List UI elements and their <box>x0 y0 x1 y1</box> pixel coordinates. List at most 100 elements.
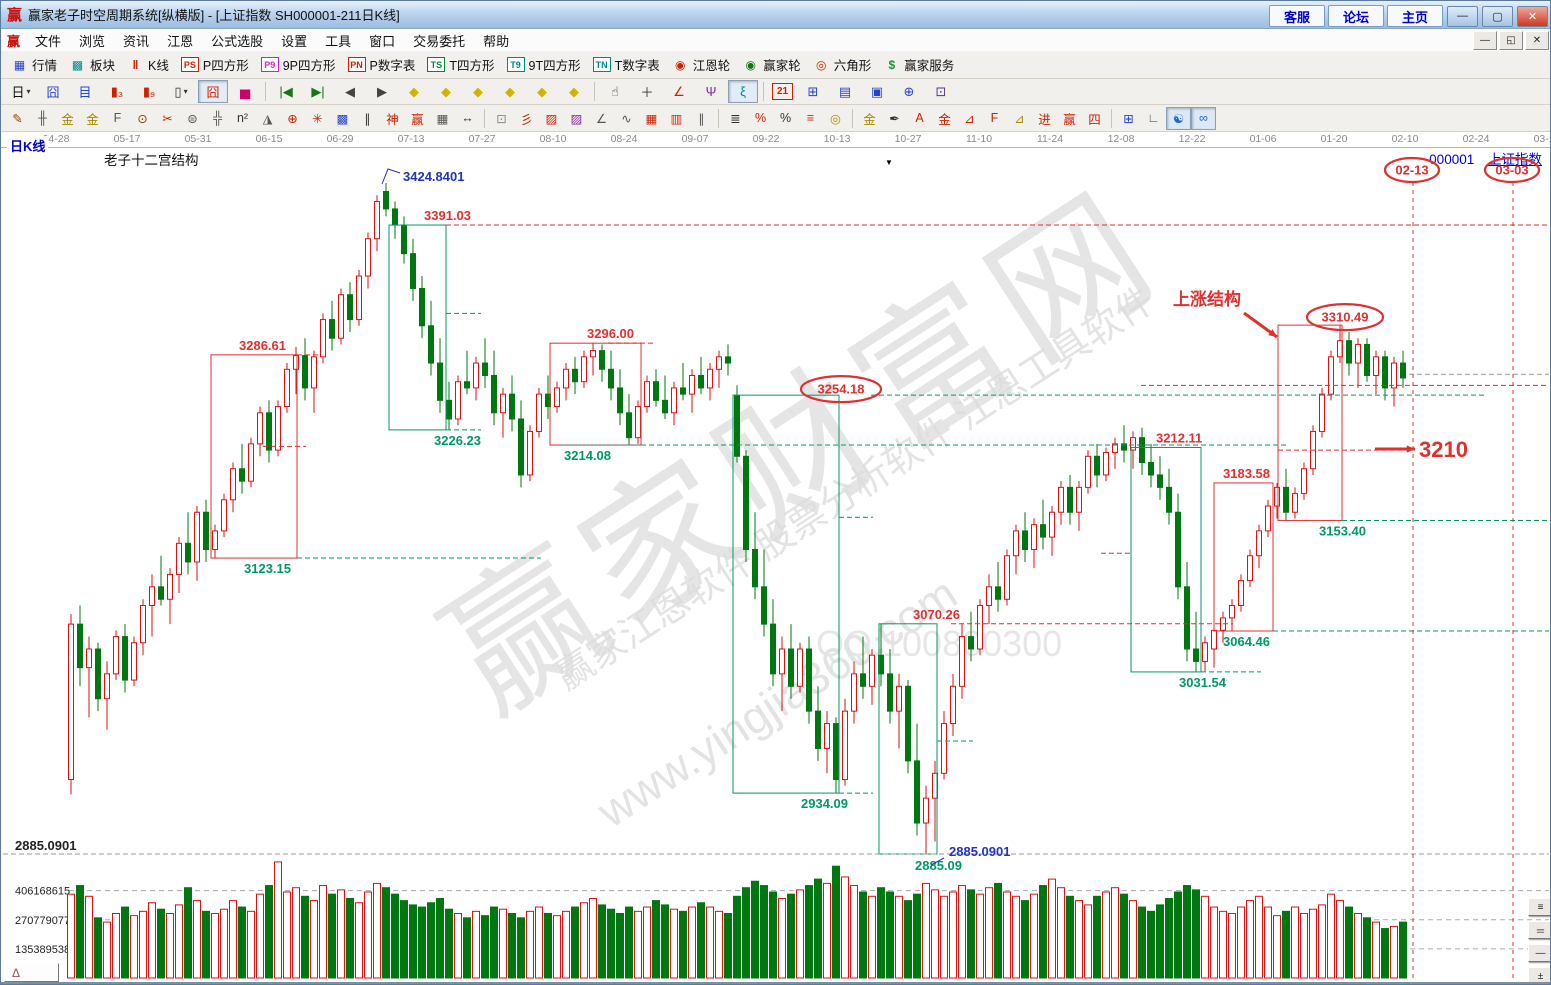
t9-square-button[interactable]: T9 9T四方形 <box>501 53 587 76</box>
vol-scale-medium-button[interactable]: ＝ <box>1528 921 1550 939</box>
chart-corner-tool[interactable]: ∟ <box>1147 111 1160 125</box>
diamond-left-button[interactable]: ◆ <box>409 83 419 99</box>
gann-purple-tool[interactable]: Ψ <box>705 84 717 99</box>
winner-service-button[interactable]: $ 赢家服务 <box>877 53 960 76</box>
a-measure-tool[interactable]: A <box>915 111 924 125</box>
print-button[interactable]: ⊡ <box>935 83 947 99</box>
crosshair-tool[interactable]: ＋ <box>640 85 654 100</box>
sectors-button[interactable]: ▩ 板块 <box>63 53 121 76</box>
menu-item-资讯[interactable]: 资讯 <box>123 33 150 49</box>
trend-angle-tool[interactable]: ∠ <box>595 111 608 126</box>
diamond-hcompress-button[interactable]: ◆ <box>505 83 515 99</box>
mdi-restore-button[interactable]: ◱ <box>1499 31 1523 50</box>
first-bar-button[interactable]: |◀ <box>279 83 293 99</box>
notes-button[interactable]: ▤ <box>838 83 852 99</box>
fibonacci-tool[interactable]: F <box>113 111 122 125</box>
yinyang-tool[interactable]: ☯ <box>1166 106 1191 130</box>
angle-measure-tool[interactable]: ∠ <box>673 83 685 99</box>
gold-target-tool[interactable]: 金 <box>863 112 876 127</box>
minimize-button[interactable]: — <box>1447 5 1478 27</box>
diamond-hexpand-button[interactable]: ◆ <box>473 83 483 99</box>
gann-circle-tool[interactable]: ⊜ <box>187 111 198 126</box>
gann-teal-tool[interactable]: ξ <box>728 80 758 103</box>
single-candle-tool[interactable]: ▯ ▾ <box>174 83 188 99</box>
winner-wheel-button[interactable]: ◉ 赢家轮 <box>736 53 807 76</box>
save-button[interactable]: ▣ <box>870 83 884 99</box>
menu-item-设置[interactable]: 设置 <box>281 33 308 49</box>
menu-item-交易委托[interactable]: 交易委托 <box>413 33 466 49</box>
box-tool[interactable]: ⊡ <box>496 111 507 126</box>
stats-table-tool[interactable]: ≣ <box>730 111 741 126</box>
p9-square-button[interactable]: P9 9P四方形 <box>255 53 342 76</box>
shen-tool[interactable]: 神 <box>386 112 399 127</box>
wave-tool[interactable]: ∿ <box>621 111 632 126</box>
pattern-red-tool[interactable]: 囧 <box>198 80 228 103</box>
bars3-tool[interactable]: ▮₃ <box>110 83 124 99</box>
menu-item-工具[interactable]: 工具 <box>325 33 352 49</box>
grid-window-tool[interactable]: ⊞ <box>1123 111 1134 126</box>
home-button[interactable]: 主页 <box>1387 5 1443 27</box>
pan-hand-tool[interactable]: ☝ <box>611 83 619 99</box>
grid-red-tool[interactable]: ▦ <box>645 111 658 126</box>
diamond-right-button[interactable]: ◆ <box>441 83 451 99</box>
vol-scale-large-button[interactable]: ≡ <box>1528 898 1550 916</box>
service-button[interactable]: 客服 <box>1269 5 1325 27</box>
next-bar-button[interactable]: ▶ <box>377 83 387 99</box>
period-selector[interactable]: 日 ▾ <box>11 85 31 100</box>
forum-button[interactable]: 论坛 <box>1328 5 1384 27</box>
calendar-button[interactable]: 21 <box>772 83 793 100</box>
save-web-button[interactable]: ⊕ <box>903 83 915 99</box>
starburst-tool[interactable]: ✳ <box>312 111 323 126</box>
mdi-minimize-button[interactable]: — <box>1473 31 1497 50</box>
prev-bar-button[interactable]: ◀ <box>345 83 355 99</box>
mdi-close-button[interactable]: ✕ <box>1525 31 1549 50</box>
p-table-button[interactable]: PN P数字表 <box>342 53 422 76</box>
color-histogram-tool[interactable]: ▅ <box>240 83 250 99</box>
n-square-tool[interactable]: n² <box>236 111 249 125</box>
gann-wheel-button[interactable]: ◉ 江恩轮 <box>666 53 737 76</box>
gold-circle-tool[interactable]: ◎ <box>830 111 841 126</box>
calendar-grid-tool[interactable]: ▦ <box>436 111 449 126</box>
level-lines-tool[interactable]: ≡ <box>806 111 815 125</box>
last-bar-button[interactable]: ▶| <box>311 83 325 99</box>
speed-line-tool[interactable]: 进 <box>1038 112 1051 127</box>
golden-section-tool[interactable]: 金 <box>61 112 74 127</box>
gold-line-tool[interactable]: 金 <box>938 112 951 127</box>
expand-indicator-button[interactable]: Δ <box>4 963 59 982</box>
restore-button[interactable]: ▢ <box>1482 5 1513 27</box>
menu-item-窗口[interactable]: 窗口 <box>369 33 396 49</box>
gold-angle-tool[interactable]: ⊿ <box>1014 111 1025 126</box>
info-panel-tool[interactable]: 目 <box>78 85 92 100</box>
f-angle-tool[interactable]: F <box>990 111 999 125</box>
calculator-button[interactable]: ⊞ <box>807 83 819 99</box>
vol-axis-button[interactable]: ± <box>1528 967 1550 984</box>
ying-tool[interactable]: 赢 <box>411 112 424 127</box>
diamond-vexpand-button[interactable]: ◆ <box>537 83 547 99</box>
percent-tool[interactable]: % <box>779 111 792 125</box>
vol-scale-small-button[interactable]: — <box>1528 944 1550 962</box>
menu-item-帮助[interactable]: 帮助 <box>483 33 510 49</box>
grid-dark-tool[interactable]: ▥ <box>670 111 683 126</box>
horizontal-scrollbar[interactable] <box>1 982 1550 984</box>
ray-fan-tool[interactable]: 彡 <box>520 112 533 127</box>
tick-marks-tool[interactable]: ∥ <box>364 111 371 126</box>
grid-cross-tool[interactable]: ╬ <box>213 111 222 125</box>
win-line-tool[interactable]: 赢 <box>1063 112 1076 127</box>
percent-red-tool[interactable]: % <box>754 111 767 125</box>
diamond-vcompress-button[interactable]: ◆ <box>569 83 579 99</box>
width-adjust-tool[interactable]: ↔ <box>461 111 474 125</box>
menu-item-江恩[interactable]: 江恩 <box>167 33 194 49</box>
kline-button[interactable]: ‖ K线 <box>121 53 175 76</box>
half-triangle-tool[interactable]: ◮ <box>262 111 273 126</box>
cycle-circle-tool[interactable]: ⊙ <box>137 111 148 126</box>
parallel-lines-tool[interactable]: ∥ <box>698 111 705 126</box>
hline-grid-tool[interactable]: ╫ <box>38 111 47 125</box>
hatch-red-tool[interactable]: ▨ <box>545 111 558 126</box>
bars9-tool[interactable]: ▮₉ <box>142 83 156 99</box>
symbol-name-link[interactable]: 上证指数 <box>1488 152 1542 167</box>
quotes-button[interactable]: ▦ 行情 <box>5 53 63 76</box>
pencil-tool[interactable]: ✎ <box>12 111 23 126</box>
infinity-tool[interactable]: ∞ <box>1191 106 1216 130</box>
menu-item-公式选股[interactable]: 公式选股 <box>211 33 264 49</box>
menu-item-浏览[interactable]: 浏览 <box>79 33 106 49</box>
